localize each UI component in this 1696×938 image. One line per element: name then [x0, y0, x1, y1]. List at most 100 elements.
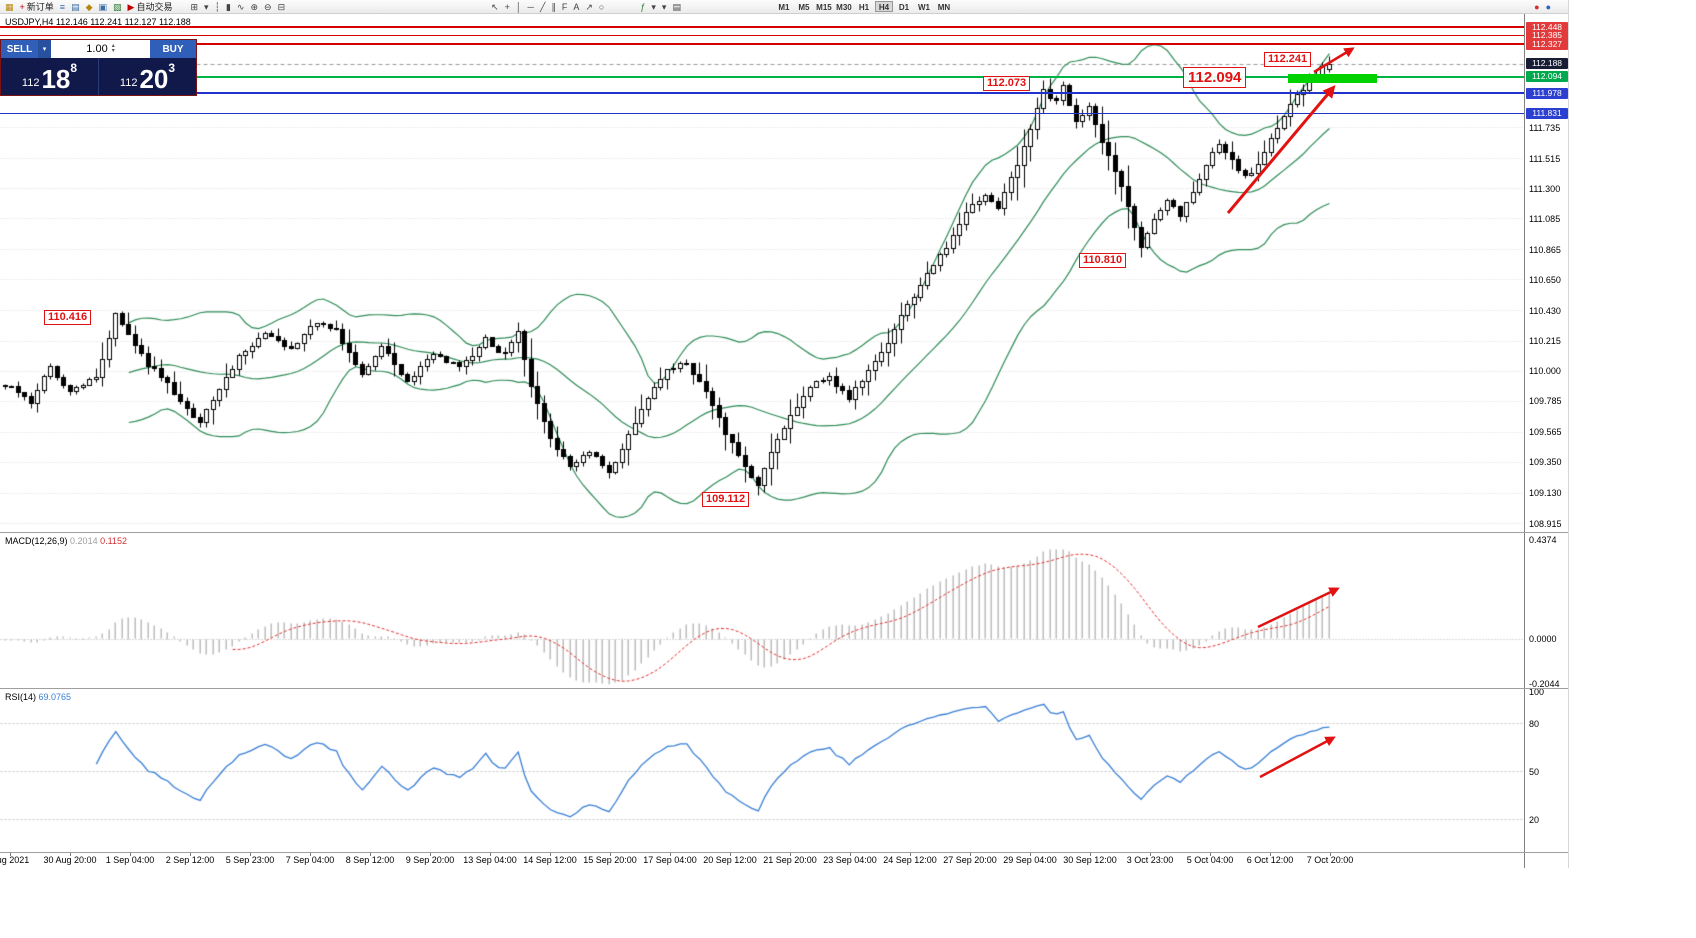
time-label-8: 13 Sep 04:00: [463, 855, 517, 865]
zoom-in-icon[interactable]: ⊕: [248, 1, 260, 13]
metaquotes-notification-icon: ●: [1545, 1, 1551, 12]
support-line-111831[interactable]: [0, 113, 1524, 114]
buy-button[interactable]: BUY: [150, 40, 196, 58]
ask-price[interactable]: 112 20 3: [99, 58, 196, 95]
price-annotation-110810[interactable]: 110.810: [1079, 253, 1127, 268]
order-type-dropdown[interactable]: ▾: [38, 40, 51, 58]
timeframe-m30[interactable]: M30: [836, 3, 852, 12]
support-line-112094[interactable]: [0, 76, 1524, 78]
terminal-glyph-icon: ▣: [98, 1, 108, 12]
time-label-2: 1 Sep 04:00: [105, 855, 155, 865]
rsi-scale-80: 80: [1529, 718, 1540, 729]
periods-dropdown-icon[interactable]: ▾: [660, 1, 669, 13]
time-axis-separator[interactable]: [0, 852, 1568, 853]
templates-icon[interactable]: ▤: [670, 1, 683, 13]
data-window-icon[interactable]: ▤: [69, 1, 82, 13]
timeframe-m15[interactable]: M15: [816, 3, 832, 12]
bid-price[interactable]: 112 18 8: [1, 58, 98, 95]
price-annotation-109112[interactable]: 109.112: [702, 492, 750, 507]
macd-signal-value: 0.1152: [100, 536, 127, 546]
profiles-dropdown-icon[interactable]: ▾: [202, 1, 211, 13]
shapes-tool-icon[interactable]: ○: [597, 1, 606, 13]
rsi-panel-canvas[interactable]: [0, 689, 1524, 852]
cursor-icon[interactable]: ↖: [489, 1, 501, 13]
new-chart-icon[interactable]: ⊞: [188, 1, 200, 13]
metaquotes-notification-icon[interactable]: ●: [1544, 1, 1553, 13]
macd-panel-separator[interactable]: [0, 532, 1568, 533]
shapes-tool-glyph-icon: ○: [598, 1, 605, 12]
time-tick: [1270, 853, 1271, 856]
timeframe-h1[interactable]: H1: [858, 3, 870, 12]
timeframe-m1[interactable]: M1: [778, 3, 790, 12]
volume-input[interactable]: 1.00 ▴ ▾: [51, 40, 150, 58]
text-label-icon[interactable]: A: [571, 1, 581, 13]
price-scale[interactable]: 111.735 111.515 111.300 111.085 110.865 110.6…: [1524, 14, 1568, 868]
indicators-dropdown-icon[interactable]: ▾: [649, 1, 658, 13]
text-label-glyph-icon: A: [573, 1, 580, 12]
time-label-21: 6 Oct 12:00: [1246, 855, 1294, 865]
time-axis[interactable]: Aug 2021 30 Aug 20:00 1 Sep 04:00 2 Sep 12:…: [0, 853, 1568, 868]
tile-windows-icon[interactable]: ⊟: [276, 1, 288, 13]
rsi-scale-20: 20: [1529, 814, 1540, 825]
chart-window-icon[interactable]: ▦: [3, 1, 16, 13]
ask-pip-digit: 3: [168, 61, 176, 75]
crosshair-icon[interactable]: +: [503, 1, 512, 13]
terminal-icon[interactable]: ▣: [97, 1, 110, 13]
timeframe-m5[interactable]: M5: [798, 3, 810, 12]
equidistant-channel-glyph-icon: ∥: [551, 1, 556, 12]
trendline-icon[interactable]: ╱: [538, 1, 547, 13]
bar-chart-glyph-icon: ┆: [214, 1, 220, 12]
sell-button[interactable]: SELL: [1, 40, 38, 58]
time-tick: [1330, 853, 1331, 856]
rsi-panel-separator[interactable]: [0, 688, 1568, 689]
timeframe-buttons: M1 M5 M15 M30 H1 H4 D1 W1 MN: [774, 1, 954, 12]
horizontal-line-glyph-icon: ─: [527, 1, 534, 12]
timeframe-mn[interactable]: MN: [937, 3, 951, 12]
resistance-line-112327[interactable]: [0, 43, 1524, 45]
community-notification-icon[interactable]: ●: [1532, 1, 1541, 13]
tile-windows-glyph-icon: ⊟: [277, 1, 286, 12]
toolbar-group-3: ƒ ▾ ▾ ▤: [637, 1, 684, 13]
navigator-icon[interactable]: ◆: [84, 1, 95, 13]
candlestick-chart-icon[interactable]: ▮: [224, 1, 233, 13]
community-notification-icon: ●: [1534, 1, 1540, 12]
market-watch-icon[interactable]: ≡: [58, 1, 67, 13]
time-tick: [1090, 853, 1091, 856]
time-tick: [130, 853, 131, 856]
resistance-line-112448[interactable]: [0, 26, 1524, 28]
timeframe-d1[interactable]: D1: [898, 3, 910, 12]
macd-scale-2: -0.2044: [1529, 678, 1560, 689]
templates-glyph-icon: ▤: [672, 1, 681, 12]
candlestick-chart-glyph-icon: ▮: [225, 1, 231, 12]
volume-stepper[interactable]: ▴ ▾: [111, 43, 115, 54]
spin-down-icon[interactable]: ▾: [111, 48, 115, 54]
time-tick: [550, 853, 551, 856]
time-tick: [730, 853, 731, 856]
line-chart-icon[interactable]: ∿: [235, 1, 247, 13]
resistance-line-112385[interactable]: [0, 35, 1524, 36]
new-order-button[interactable]: + 新订单: [18, 1, 56, 13]
time-label-19: 3 Oct 23:00: [1126, 855, 1174, 865]
horizontal-line-icon[interactable]: ─: [526, 1, 536, 13]
supply-demand-zone[interactable]: [1288, 74, 1377, 83]
equidistant-channel-icon[interactable]: ∥: [549, 1, 558, 13]
arrows-tool-icon[interactable]: ↗: [583, 1, 595, 13]
price-annotation-110416[interactable]: 110.416: [44, 310, 92, 325]
vertical-line-icon[interactable]: │: [514, 1, 524, 13]
autotrading-button[interactable]: ▶ 自动交易: [126, 1, 175, 13]
indicators-icon[interactable]: ƒ: [638, 1, 647, 13]
spin-up-icon[interactable]: ▴: [111, 43, 115, 49]
price-annotation-112094[interactable]: 112.094: [1183, 67, 1247, 88]
strategy-tester-icon[interactable]: ▧: [111, 1, 124, 13]
fibonacci-icon[interactable]: F: [560, 1, 570, 13]
timeframe-w1[interactable]: W1: [917, 3, 930, 12]
zoom-out-icon[interactable]: ⊖: [262, 1, 274, 13]
price-annotation-112073[interactable]: 112.073: [983, 76, 1031, 91]
time-tick: [910, 853, 911, 856]
macd-panel-canvas[interactable]: [0, 533, 1524, 688]
price-annotation-112241[interactable]: 112.241: [1264, 52, 1312, 67]
price-tick-111735: 111.735: [1529, 122, 1561, 133]
timeframe-h4[interactable]: H4: [874, 1, 893, 12]
bar-chart-icon[interactable]: ┆: [213, 1, 222, 13]
support-line-111978[interactable]: [0, 92, 1524, 94]
